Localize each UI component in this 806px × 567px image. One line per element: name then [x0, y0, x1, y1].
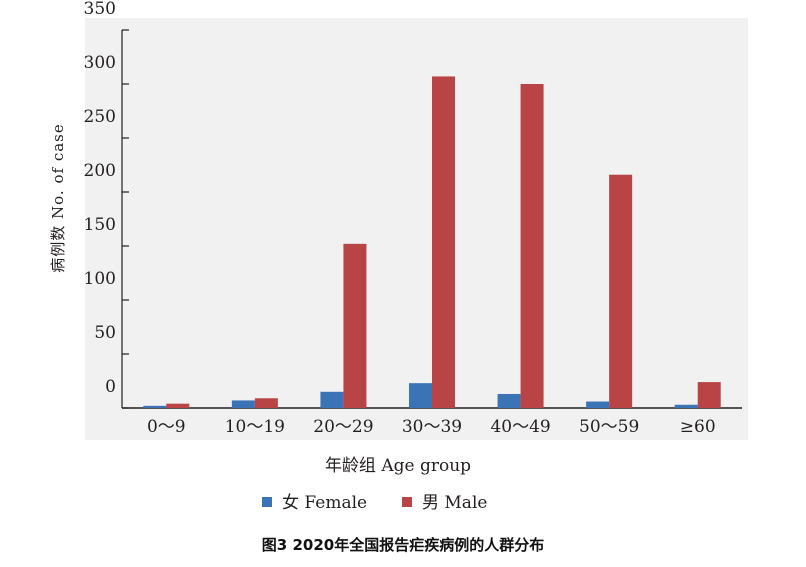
bar-female — [409, 383, 432, 408]
y-tick-label: 100 — [84, 269, 116, 289]
y-tick-label: 250 — [84, 107, 116, 127]
legend-label: 女 Female — [282, 493, 367, 513]
figure-caption: 图3 2020年全国报告疟疾病例的人群分布 — [261, 536, 545, 554]
bar-female — [143, 405, 167, 408]
bar-male — [697, 382, 721, 408]
bar-male — [254, 398, 278, 408]
y-tick-label: 300 — [84, 53, 116, 73]
x-tick-label: 20～29 — [313, 417, 373, 437]
y-axis-label: 病例数 No. of case — [49, 123, 67, 272]
bar-chart: 0～9 10～19 20～29 30～39 40～49 50～59 ≥60 0 50 100 15… — [49, 0, 748, 513]
bar-male — [520, 84, 544, 408]
x-tick-label: 40～49 — [490, 417, 550, 437]
legend: 女 Female 男 Male — [262, 493, 487, 513]
y-tick-label: 350 — [84, 0, 116, 19]
legend-label: 男 Male — [422, 493, 487, 513]
bar-female — [674, 404, 698, 408]
y-tick-label: 200 — [84, 161, 116, 181]
bar-male — [343, 243, 367, 408]
bar-female — [586, 401, 610, 408]
x-tick-labels: 0～9 10～19 20～29 30～39 40～49 50～59 ≥60 — [147, 417, 716, 437]
x-tick-label: 10～19 — [225, 417, 285, 437]
bar-female — [320, 391, 344, 408]
plot-area — [85, 18, 748, 440]
y-tick-labels: 0 50 100 150 200 250 300 350 — [84, 0, 129, 409]
legend-swatch — [402, 497, 412, 507]
x-tick-label: 50～59 — [579, 417, 639, 437]
bar-male — [166, 403, 190, 408]
x-axis-label: 年龄组 Age group — [325, 456, 471, 476]
legend-swatch — [262, 497, 272, 507]
bar-male — [609, 174, 633, 408]
y-tick-label: 0 — [105, 377, 116, 397]
bar-male — [432, 76, 455, 408]
bar-female — [231, 400, 255, 408]
y-tick-label: 50 — [94, 323, 116, 343]
x-tick-label: 0～9 — [147, 417, 186, 437]
x-tick-label: ≥60 — [680, 417, 716, 437]
bars — [143, 76, 721, 408]
x-tick-label: 30～39 — [402, 417, 462, 437]
y-tick-label: 150 — [84, 215, 116, 235]
bar-female — [497, 393, 521, 408]
